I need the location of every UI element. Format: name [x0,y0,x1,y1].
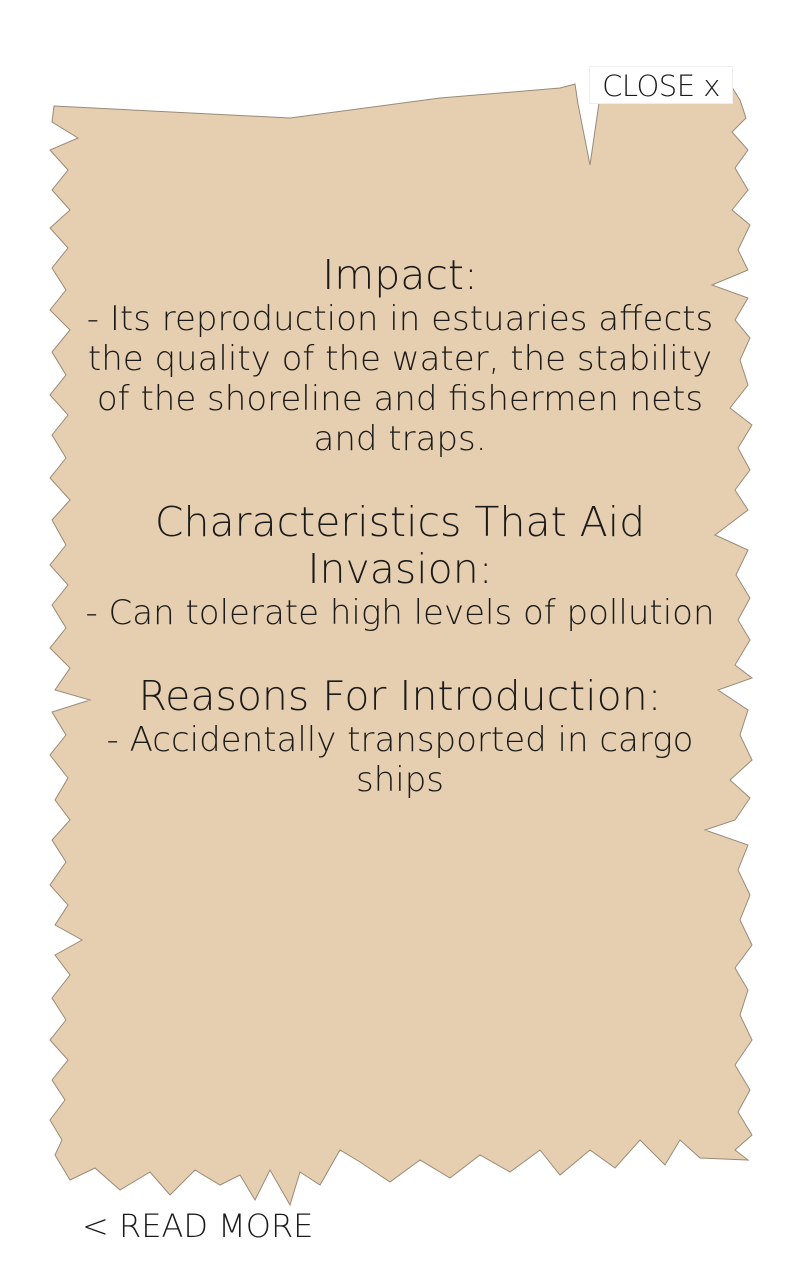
info-content: Impact: - Its reproduction in estuaries … [80,252,720,840]
characteristics-body: - Can tolerate high levels of pollution [85,593,715,633]
impact-section: Impact: - Its reproduction in estuaries … [80,251,720,460]
reasons-section: Reasons For Introduction: - Accidentally… [80,672,720,801]
read-more-link[interactable]: < READ MORE [82,1207,314,1245]
characteristics-section: Characteristics That Aid Invasion: - Can… [80,498,720,634]
reasons-body: - Accidentally transported in cargo ship… [106,720,694,800]
reasons-heading: Reasons For Introduction: [138,672,662,720]
close-button[interactable]: CLOSE x [589,66,733,104]
impact-body: - Its reproduction in estuaries affects … [86,299,714,459]
impact-heading: Impact: [322,251,478,299]
characteristics-heading: Characteristics That Aid Invasion: [154,498,646,593]
